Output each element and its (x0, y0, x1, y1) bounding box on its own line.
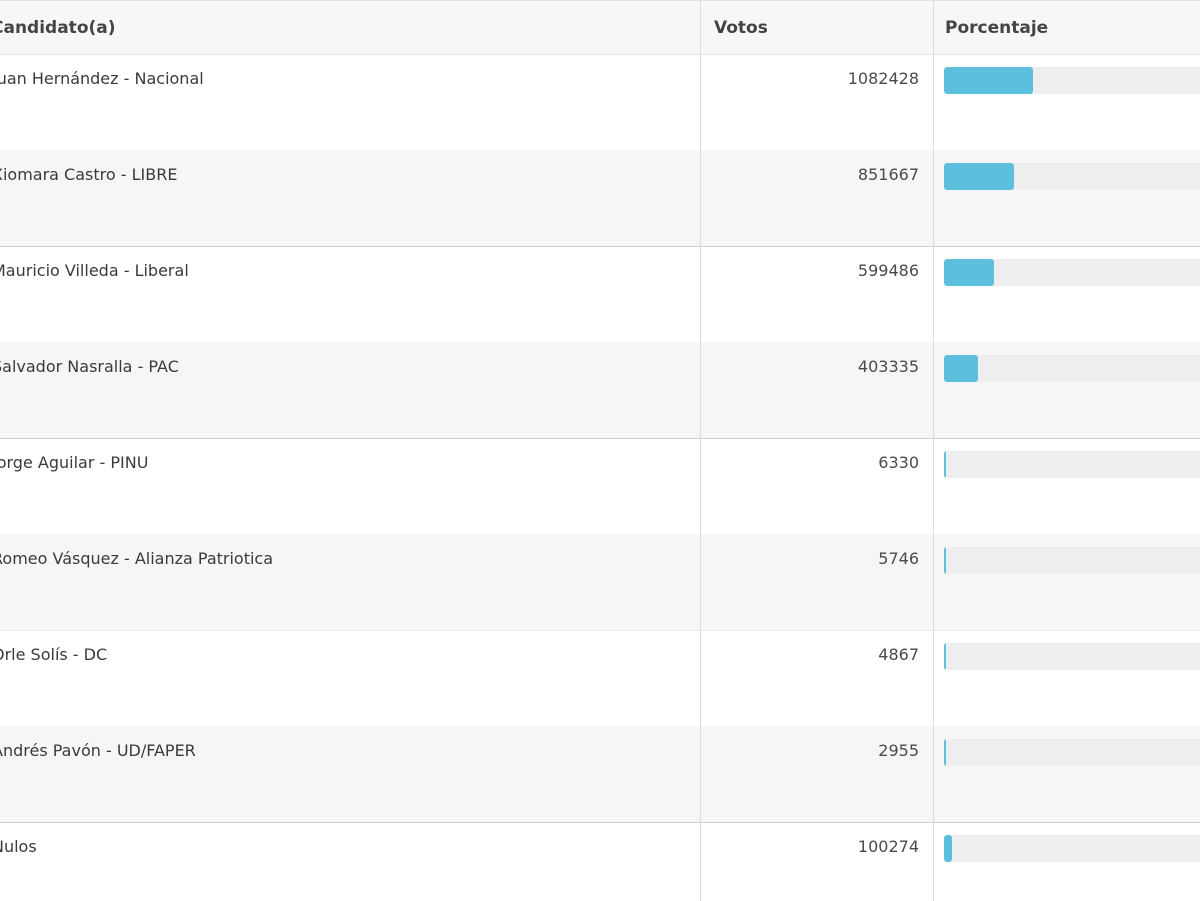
candidate-name: Mauricio Villeda - Liberal (0, 261, 189, 280)
vote-count: 4867 (878, 645, 919, 664)
candidate-name: Jorge Aguilar - PINU (0, 453, 149, 472)
percentage-bar-fill (944, 67, 1033, 94)
candidate-name: Orle Solís - DC (0, 645, 108, 664)
table-row: Orle Solís - DC 4867 (0, 630, 1200, 727)
column-divider (933, 1, 934, 901)
percentage-bar (944, 835, 1200, 862)
percentage-bar (944, 451, 1200, 478)
percentage-bar-fill (944, 355, 978, 382)
candidate-name: Nulos (0, 837, 37, 856)
table-row: Salvador Nasralla - PAC 403335 (0, 342, 1200, 439)
table-row: Nulos 100274 (0, 822, 1200, 901)
vote-count: 851667 (857, 165, 919, 184)
column-header-candidate[interactable]: Candidato(a) (0, 18, 116, 38)
vote-count: 6330 (878, 453, 919, 472)
table-header: Candidato(a) Votos Porcentaje (0, 1, 1200, 55)
candidate-name: Andrés Pavón - UD/FAPER (0, 741, 196, 760)
percentage-bar (944, 739, 1200, 766)
percentage-bar-fill (944, 835, 952, 862)
vote-count: 599486 (857, 261, 919, 280)
candidate-name: Salvador Nasralla - PAC (0, 357, 179, 376)
table-row: Jorge Aguilar - PINU 6330 (0, 438, 1200, 535)
candidate-name: Romeo Vásquez - Alianza Patriotica (0, 549, 274, 568)
table-row: Juan Hernández - Nacional 1082428 (0, 54, 1200, 151)
vote-count: 5746 (878, 549, 919, 568)
percentage-bar-fill (944, 259, 994, 286)
percentage-bar-fill (944, 739, 946, 766)
table-row: Mauricio Villeda - Liberal 599486 (0, 246, 1200, 343)
table-row: Xiomara Castro - LIBRE 851667 (0, 150, 1200, 247)
column-header-votes[interactable]: Votos (714, 18, 768, 38)
percentage-bar (944, 547, 1200, 574)
vote-count: 403335 (857, 357, 919, 376)
percentage-bar-fill (944, 451, 946, 478)
percentage-bar (944, 643, 1200, 670)
vote-count: 2955 (878, 741, 919, 760)
percentage-bar-fill (944, 547, 946, 574)
candidate-name: Juan Hernández - Nacional (0, 69, 204, 88)
percentage-bar-fill (944, 643, 946, 670)
vote-count: 1082428 (847, 69, 919, 88)
table-row: Andrés Pavón - UD/FAPER 2955 (0, 726, 1200, 823)
table-row: Romeo Vásquez - Alianza Patriotica 5746 (0, 534, 1200, 631)
column-divider (700, 1, 701, 901)
column-header-percentage[interactable]: Porcentaje (945, 18, 1049, 38)
candidate-name: Xiomara Castro - LIBRE (0, 165, 178, 184)
percentage-bar (944, 163, 1200, 190)
percentage-bar (944, 355, 1200, 382)
percentage-bar (944, 67, 1200, 94)
vote-count: 100274 (857, 837, 919, 856)
percentage-bar-fill (944, 163, 1014, 190)
percentage-bar (944, 259, 1200, 286)
